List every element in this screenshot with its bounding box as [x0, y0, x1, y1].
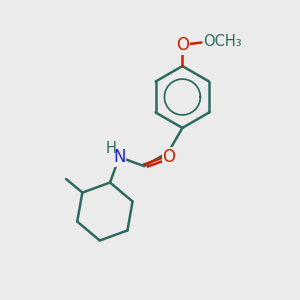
Text: H: H — [106, 141, 116, 156]
Text: N: N — [113, 148, 125, 166]
Text: OCH₃: OCH₃ — [203, 34, 242, 49]
Text: O: O — [176, 36, 189, 54]
Text: O: O — [163, 148, 176, 166]
